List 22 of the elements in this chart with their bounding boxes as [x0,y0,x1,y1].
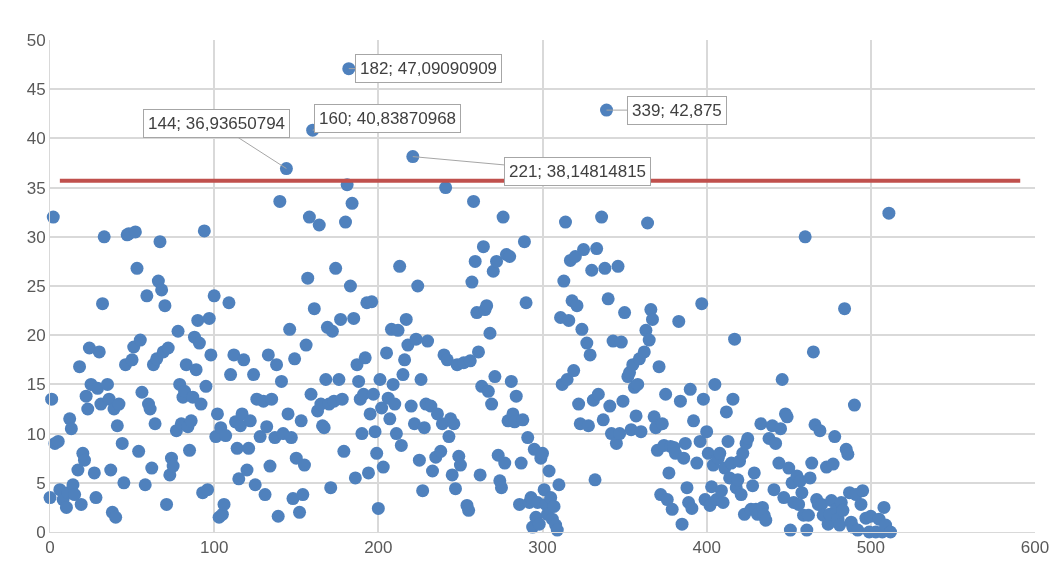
annotation: 144; 36,93650794 [148,114,286,133]
annotation: 160; 40,83870968 [319,109,457,128]
x-tick-label: 100 [199,538,229,558]
y-tick-label: 45 [26,80,46,100]
y-tick-label: 25 [26,276,46,296]
annotation: 182; 47,09090909 [360,59,498,78]
y-tick-label: 0 [36,522,46,542]
y-tick-label: 40 [26,129,46,149]
x-tick-label: 300 [528,538,557,558]
x-tick-label: 600 [1020,538,1050,558]
y-tick-label: 15 [26,375,46,395]
y-tick-label: 35 [26,178,46,198]
x-tick-label: 400 [692,538,721,558]
y-tick-label: 50 [26,30,46,50]
annotation: 339; 42,875 [632,101,722,120]
y-tick-label: 30 [26,227,46,247]
y-tick-label: 5 [36,473,46,493]
y-tick-label: 20 [26,326,46,346]
annotation: 221; 38,14814815 [509,162,647,181]
x-tick-label: 500 [856,538,886,558]
y-tick-label: 10 [26,424,46,444]
x-tick-label: 200 [364,538,393,558]
